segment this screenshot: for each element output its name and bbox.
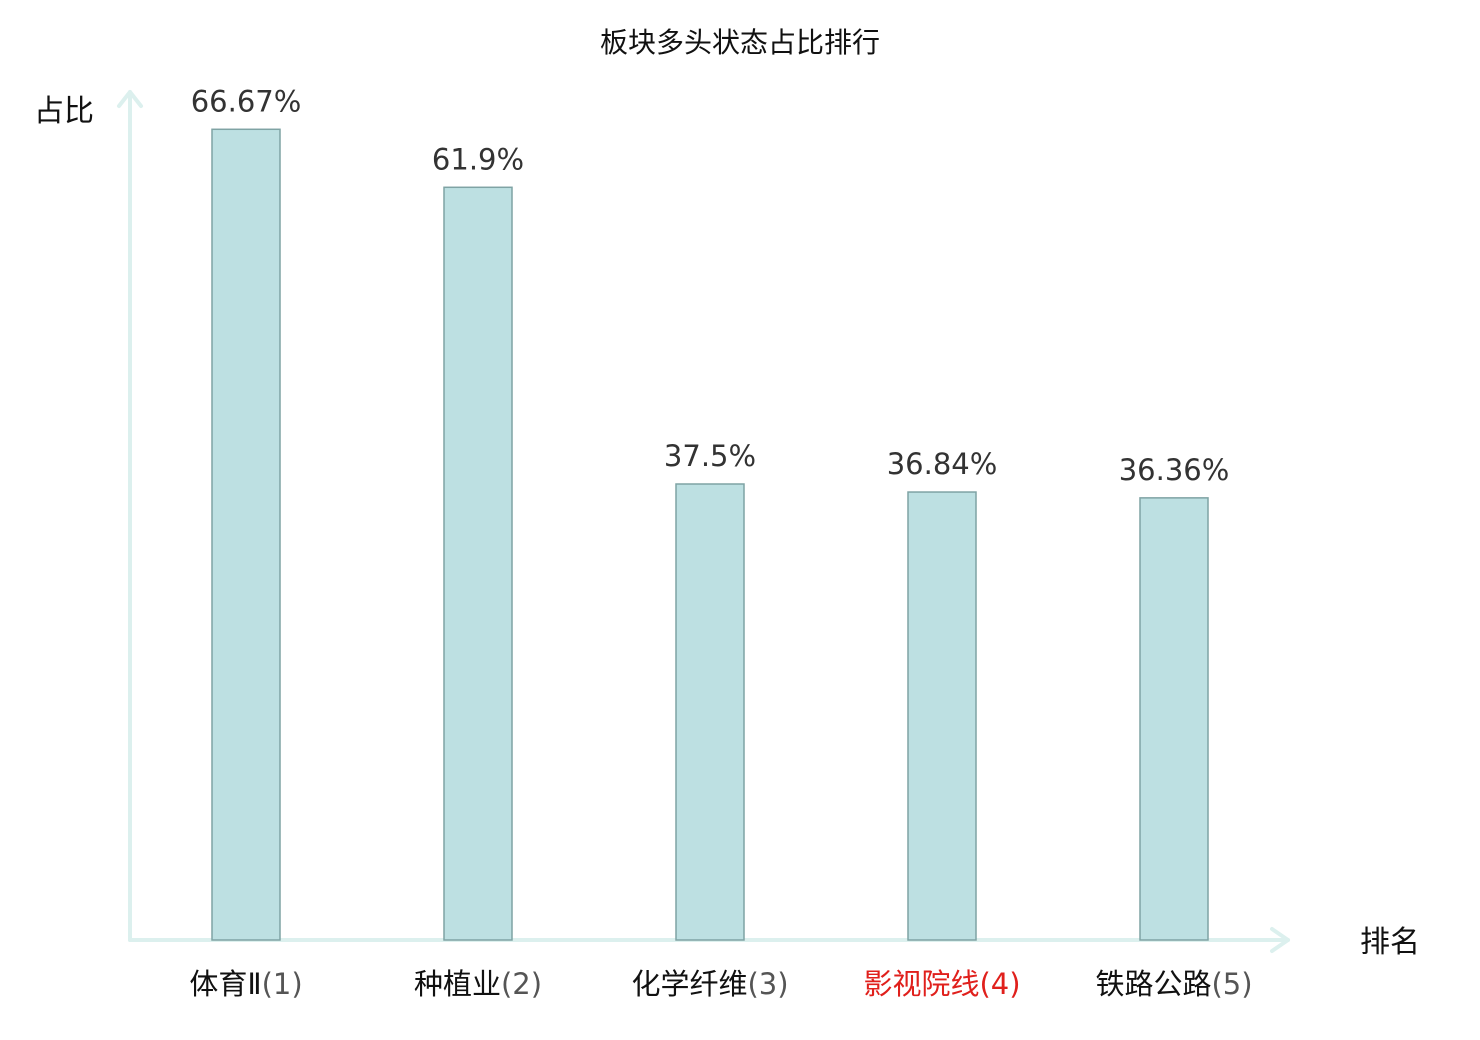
bar <box>1139 497 1209 941</box>
bar <box>211 128 281 941</box>
category-name: 化学纤维 <box>631 967 747 1001</box>
category-name: 体育Ⅱ <box>189 967 261 1001</box>
category-label: 铁路公路(5) <box>1095 967 1252 1001</box>
category-rank: (1) <box>262 967 303 1001</box>
x-axis-arrow <box>1270 927 1290 953</box>
bar <box>675 483 745 941</box>
y-axis-label: 占比 <box>34 94 94 129</box>
bar-value-label: 66.67% <box>191 84 302 118</box>
y-axis <box>117 90 143 942</box>
bar-value-label: 37.5% <box>664 439 756 473</box>
category-name: 影视院线 <box>863 967 979 1001</box>
category-rank: (2) <box>501 967 542 1001</box>
bar <box>907 491 977 941</box>
bar-value-label: 61.9% <box>432 142 524 176</box>
x-axis-label: 排名 <box>1360 925 1420 960</box>
category-rank: (5) <box>1211 967 1252 1001</box>
category-label: 体育Ⅱ(1) <box>189 967 302 1001</box>
bar-value-label: 36.84% <box>887 447 998 481</box>
category-name: 铁路公路 <box>1095 967 1211 1001</box>
category-rank: (4) <box>979 967 1020 1001</box>
bars-group <box>211 128 1209 941</box>
category-name: 种植业 <box>414 967 501 1001</box>
category-label: 种植业(2) <box>414 967 542 1001</box>
y-axis-arrow <box>117 90 143 108</box>
bar <box>443 186 513 941</box>
category-label: 化学纤维(3) <box>631 967 788 1001</box>
bar-value-label: 36.36% <box>1119 453 1230 487</box>
category-labels-group: 体育Ⅱ(1) 种植业(2) 化学纤维(3) 影视院线(4) 铁路公路(5) <box>189 967 1252 1001</box>
chart-title: 板块多头状态占比排行 <box>600 26 880 59</box>
category-label: 影视院线(4) <box>863 967 1020 1001</box>
value-labels-group: 66.67% 61.9% 37.5% 36.84% 36.36% <box>191 84 1230 487</box>
category-rank: (3) <box>747 967 788 1001</box>
